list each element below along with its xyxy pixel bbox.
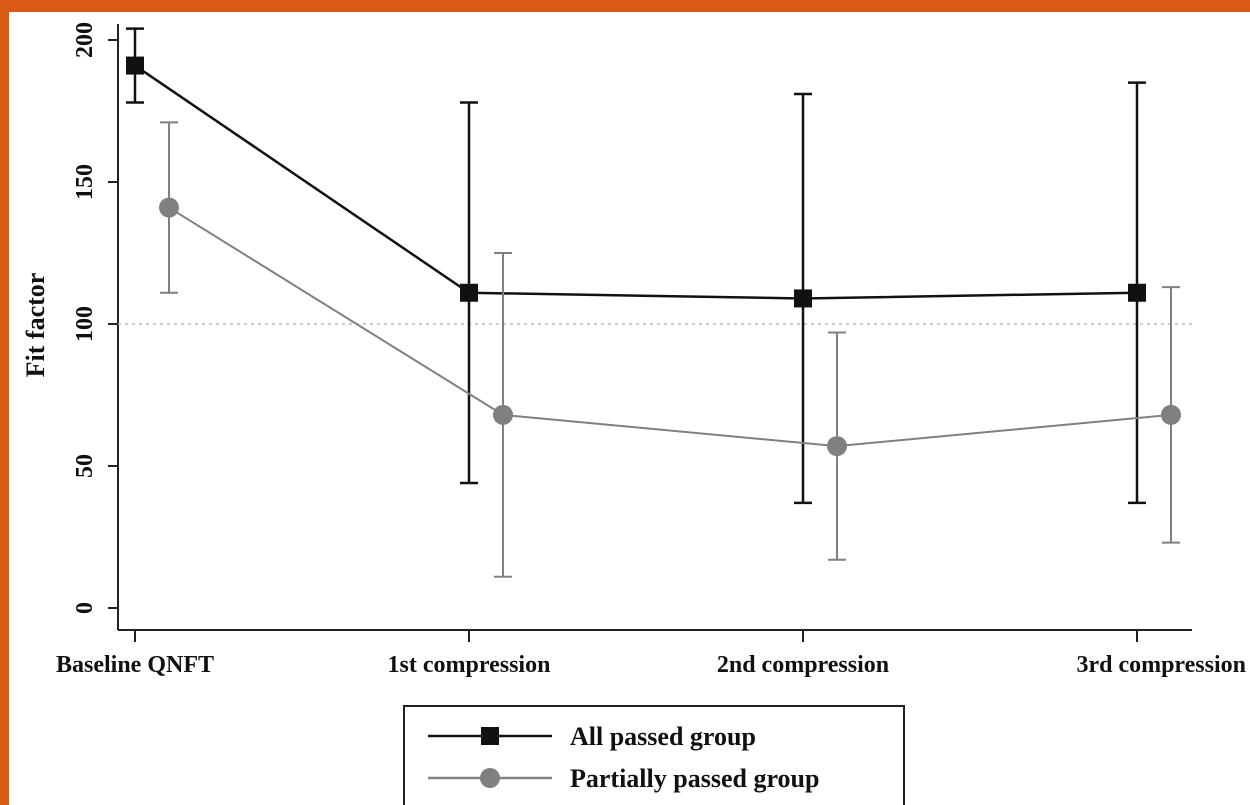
series-0: [126, 27, 1146, 505]
legend-box: [403, 705, 905, 805]
frame-left-border: [0, 0, 9, 805]
data-point-0-3: [1128, 283, 1146, 302]
y-tick-label-150: 150: [72, 164, 98, 200]
data-point-1-1: [493, 404, 513, 425]
data-point-0-1: [460, 283, 478, 302]
legend: All passed group Partially passed group: [403, 705, 905, 805]
x-tick-label-2: 2nd compression: [717, 652, 889, 678]
x-tick-label-0: Baseline QNFT: [56, 652, 214, 678]
series-group: [126, 27, 1181, 578]
legend-marker-all-passed: [481, 727, 499, 745]
data-point-1-3: [1161, 404, 1181, 425]
legend-marker-partially-passed: [480, 768, 500, 788]
y-tick-label-100: 100: [72, 306, 98, 342]
series-line-1: [168, 206, 1172, 448]
legend-label-all-passed: All passed group: [570, 722, 756, 751]
x-tick-label-3: 3rd compression: [1076, 652, 1246, 678]
legend-label-partially-passed: Partially passed group: [570, 764, 819, 793]
y-axis-title: Fit factor: [21, 273, 50, 378]
axes: 0 50 100 150 200 Baseline QNFT 1st compression…: [21, 22, 1246, 678]
y-tick-label-200: 200: [72, 22, 98, 58]
y-tick-label-50: 50: [72, 454, 98, 478]
data-point-1-0: [159, 197, 179, 218]
frame-top-border: [0, 0, 1250, 12]
data-point-1-2: [827, 436, 847, 457]
series-line-0: [134, 64, 1138, 300]
y-tick-label-0: 0: [72, 602, 98, 614]
data-point-0-2: [794, 289, 812, 308]
x-tick-label-1: 1st compression: [388, 652, 551, 678]
data-point-0-0: [126, 56, 144, 75]
series-1: [159, 121, 1181, 578]
